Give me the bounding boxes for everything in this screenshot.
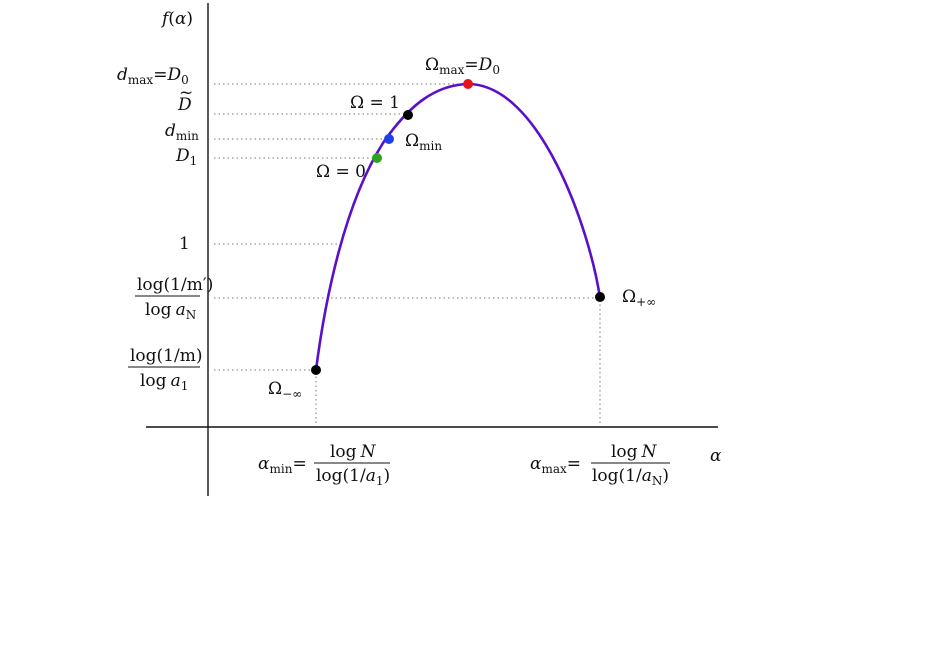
tick-label-alpha-max-denominator: log(1/aN) xyxy=(592,466,669,488)
point-omega-plus-inf xyxy=(595,292,605,302)
tick-label-m-prime-numerator: log(1/m′) xyxy=(137,275,213,295)
tick-label-m-prime: log(1/m′) log aN xyxy=(135,275,213,322)
tick-label-dmax: dmax=D0 xyxy=(117,65,189,87)
tick-label-m: log(1/m) log a1 xyxy=(128,346,202,393)
point-omega-min xyxy=(384,134,394,144)
tick-label-alpha-min-lhs: αmin= xyxy=(258,454,307,476)
label-omega-max: Ωmax=D0 xyxy=(425,55,500,77)
point-omega-one xyxy=(403,110,413,120)
tick-label-alpha-min-numerator: log N xyxy=(330,442,377,462)
tick-label-alpha-min-denominator: log(1/a1) xyxy=(316,466,390,488)
point-omega-zero xyxy=(372,153,382,163)
tick-label-dmin: dmin xyxy=(165,121,199,143)
label-omega-plus-inf: Ω+∞ xyxy=(622,287,656,309)
tick-label-one: 1 xyxy=(179,234,190,254)
tick-label-alpha-max: αmax= log N log(1/aN) xyxy=(530,442,670,488)
label-omega-zero: Ω = 0 xyxy=(316,162,366,182)
tick-label-m-prime-denominator: log aN xyxy=(145,300,196,322)
tick-label-dtilde-mark: ~ xyxy=(179,83,193,103)
label-omega-minus-inf: Ω−∞ xyxy=(268,379,302,401)
tick-label-m-denominator: log a1 xyxy=(140,371,188,393)
tick-label-alpha-min: αmin= log N log(1/a1) xyxy=(258,442,390,488)
tick-label-d1: D1 xyxy=(175,146,197,168)
label-omega-one: Ω = 1 xyxy=(350,93,400,113)
y-axis-label: f(α) xyxy=(160,9,193,29)
point-omega-max xyxy=(463,79,473,89)
label-omega-min: Ωmin xyxy=(405,131,442,153)
tick-label-alpha-max-lhs: αmax= xyxy=(530,454,581,476)
spectrum-curve xyxy=(314,82,602,371)
tick-label-m-numerator: log(1/m) xyxy=(130,346,202,366)
tick-label-dtilde: D xyxy=(177,95,192,115)
tick-label-alpha-max-numerator: log N xyxy=(611,442,658,462)
x-axis-label: α xyxy=(710,446,722,466)
point-omega-minus-inf xyxy=(311,365,321,375)
